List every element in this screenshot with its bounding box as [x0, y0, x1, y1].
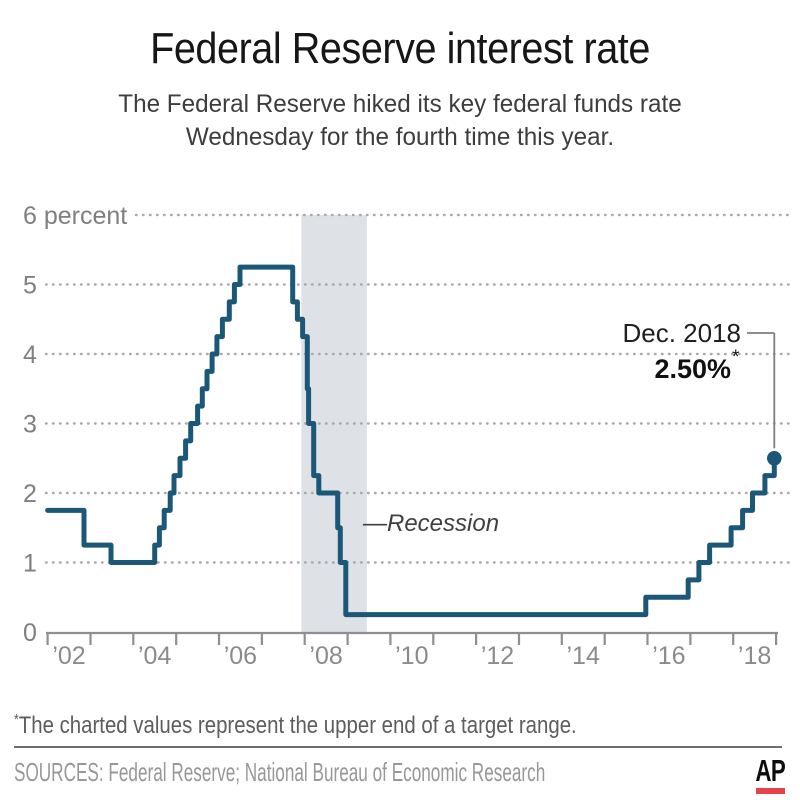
end-point-dot: [767, 451, 782, 466]
x-axis-label: ’02: [52, 642, 85, 670]
subtitle-line-1: The Federal Reserve hiked its key federa…: [118, 90, 682, 118]
y-axis-label: 6 percent: [23, 202, 127, 230]
footnote-asterisk: *: [14, 712, 19, 728]
annotation-value-label: 2.50%: [654, 354, 731, 384]
page-title: Federal Reserve interest rate: [150, 24, 650, 73]
footer-divider: [14, 746, 782, 748]
y-axis-label: 2: [23, 480, 37, 508]
y-axis-label: 3: [23, 411, 37, 439]
subtitle-line-2: Wednesday for the fourth time this year.: [185, 123, 615, 151]
y-axis-label: 4: [23, 341, 37, 369]
x-axis-label: ’08: [309, 642, 342, 670]
chart-subtitle: The Federal Reserve hiked its key federa…: [12, 88, 788, 154]
x-axis-label: ’18: [738, 642, 771, 670]
ap-logo-red-bar: [756, 788, 785, 794]
sources-credit: SOURCES: Federal Reserve; National Burea…: [14, 757, 546, 787]
ap-logo: AP: [725, 753, 786, 794]
recession-annotation-label: —Recession: [362, 510, 499, 537]
chart-footnote: *The charted values represent the upper …: [14, 712, 577, 740]
x-axis-label: ’04: [138, 642, 171, 670]
y-axis-label: 5: [23, 272, 37, 300]
rate-step-line: [45, 264, 777, 618]
annotation-asterisk: *: [732, 347, 740, 368]
x-axis-label: ’12: [481, 642, 514, 670]
x-axis-label: ’14: [567, 642, 600, 670]
y-axis-label: 0: [23, 619, 37, 647]
footnote-text: The charted values represent the upper e…: [18, 712, 577, 739]
x-axis-label: ’10: [395, 642, 428, 670]
x-axis-label: ’06: [224, 642, 257, 670]
chart-generated-layer: 6 percent 5 4 3 2 1 0 ’02 ’04 ’06 ’08 ’10 ’12 ’14 ’16 ’…: [23, 202, 792, 670]
ap-logo-letters: AP: [755, 753, 785, 788]
x-axis-label: ’16: [652, 642, 685, 670]
annotation-date-label: Dec. 2018: [622, 318, 741, 348]
y-axis-label: 1: [23, 550, 37, 578]
